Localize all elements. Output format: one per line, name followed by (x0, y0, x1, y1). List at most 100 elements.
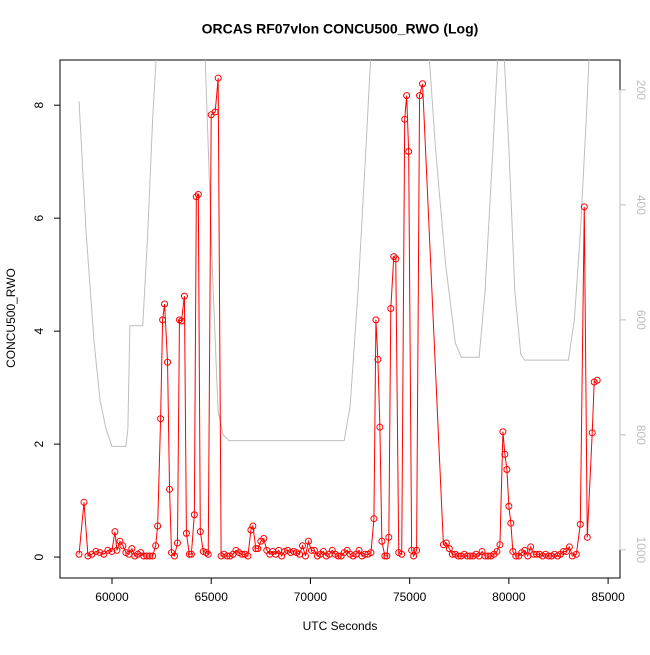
data-point (588, 429, 596, 437)
data-point (80, 498, 88, 506)
data-point (211, 108, 219, 116)
data-point (334, 552, 342, 560)
data-point (387, 305, 395, 313)
data-point (390, 253, 398, 261)
chart-title: ORCAS RF07vlon CONCU500_RWO (Log) (202, 21, 479, 37)
data-point (190, 511, 198, 519)
data-point (113, 546, 121, 554)
data-point (398, 550, 406, 558)
data-point (173, 539, 181, 547)
x-tick-label: 65000 (195, 590, 229, 604)
data-point (565, 543, 573, 551)
data-point (381, 552, 389, 560)
data-point (159, 316, 167, 324)
data-point (583, 533, 591, 541)
data-point (204, 550, 212, 558)
data-point (290, 547, 298, 555)
data-point (559, 547, 567, 555)
data-point (75, 550, 83, 558)
data-point (154, 522, 162, 530)
y-tick-label: 8 (32, 102, 46, 109)
data-point (177, 317, 185, 325)
data-point (111, 528, 119, 536)
data-point (157, 415, 165, 423)
data-point (378, 537, 386, 545)
data-point (310, 546, 318, 554)
data-point (499, 428, 507, 436)
data-point (96, 549, 104, 557)
data-point (185, 550, 193, 558)
data-point (367, 549, 375, 557)
data-point (180, 292, 188, 300)
data-point (164, 358, 172, 366)
data-point (104, 546, 112, 554)
x-tick-label: 70000 (294, 590, 328, 604)
data-point (84, 552, 92, 560)
data-point (376, 423, 384, 431)
data-point (307, 546, 315, 554)
data-point (214, 74, 222, 82)
data-point (505, 502, 513, 510)
data-point (182, 529, 190, 537)
data-point (445, 545, 453, 553)
data-point (503, 466, 511, 474)
x-tick-label: 85000 (591, 590, 625, 604)
y2-tick-label: 800 (634, 425, 648, 445)
data-point (100, 550, 108, 558)
y-tick-label: 6 (32, 215, 46, 222)
data-point (413, 546, 421, 554)
data-point (171, 552, 179, 560)
y-tick-label: 0 (32, 553, 46, 560)
data-point (385, 533, 393, 541)
y2-tick-label: 200 (634, 80, 648, 100)
data-point (501, 450, 509, 458)
data-point (202, 549, 210, 557)
data-point (194, 190, 202, 198)
data-point (187, 550, 195, 558)
data-point (383, 552, 391, 560)
x-axis-label: UTC Seconds (303, 619, 378, 633)
data-point (374, 355, 382, 363)
data-point (527, 543, 535, 551)
data-point (580, 203, 588, 211)
x-tick-label: 80000 (492, 590, 526, 604)
data-point (146, 552, 154, 560)
data-point (304, 537, 312, 545)
x-tick-label: 75000 (393, 590, 427, 604)
data-point (149, 552, 157, 560)
series-line (78, 60, 590, 447)
x-tick-label: 60000 (95, 590, 129, 604)
data-point (298, 542, 306, 550)
data-point (496, 541, 504, 549)
y-tick-label: 4 (32, 327, 46, 334)
y-axis-label: CONCU500_RWO (4, 268, 18, 368)
data-point (128, 545, 136, 553)
data-point (512, 552, 520, 560)
data-point (507, 519, 515, 527)
data-point (252, 545, 260, 553)
data-point (521, 546, 529, 554)
series-line (78, 78, 598, 558)
data-point (247, 526, 255, 534)
data-point (196, 528, 204, 536)
y2-tick-label: 1000 (634, 536, 648, 563)
data-point (392, 255, 400, 263)
data-point (92, 547, 100, 555)
data-point (416, 92, 424, 100)
data-point (166, 485, 174, 493)
data-point (301, 552, 309, 560)
data-point (405, 148, 413, 156)
data-point (370, 515, 378, 523)
data-point (161, 300, 169, 308)
plot-area (75, 60, 601, 560)
data-point (410, 552, 418, 560)
data-point (403, 92, 411, 100)
data-point (572, 550, 580, 558)
data-point (401, 115, 409, 123)
data-point (493, 547, 501, 555)
data-point (254, 545, 262, 553)
data-point (119, 542, 127, 550)
data-point (108, 547, 116, 555)
